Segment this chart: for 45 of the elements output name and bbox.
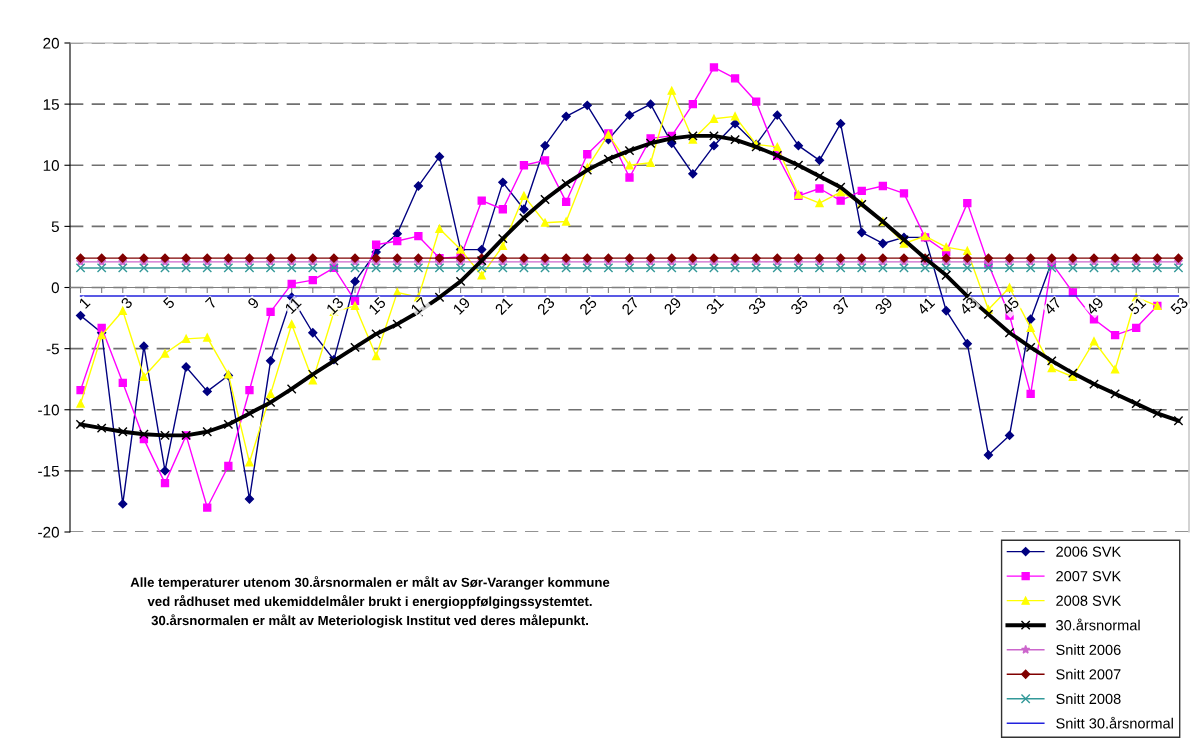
- x-tick-label: 13: [325, 296, 345, 315]
- x-tick-label: 37: [832, 296, 851, 316]
- y-tick-label: 5: [51, 221, 59, 233]
- legend-label: Snitt 30.årsnormal: [1056, 716, 1173, 729]
- x-tick-label: 29: [663, 296, 682, 316]
- text: Alle temperaturer utenom 30.årsnormalen er målt av Sør-Varanger kommune ved rådhuset med ukemiddelmåler brukt i energioppfølgingssystemtet. 30.årsnormalen er målt av Meteriologisk Institut ved deres målepunkt.: [130, 576, 610, 628]
- legend-label: 2007 SVK: [1056, 571, 1122, 582]
- legend-label: 30.årsnormal: [1056, 618, 1140, 631]
- x-tick-label: 35: [789, 296, 809, 316]
- x-tick-label: 51: [1127, 296, 1147, 316]
- x-tick-label: 1: [78, 296, 91, 309]
- x-tick-label: 33: [747, 296, 767, 316]
- y-tick-label: 20: [43, 37, 59, 49]
- x-tick-label: 19: [452, 296, 471, 315]
- x-tick-label: 9: [247, 296, 260, 310]
- x-tick-label: 43: [958, 296, 978, 316]
- x-tick-label: 49: [1085, 296, 1105, 316]
- x-tick-label: 21: [494, 296, 513, 316]
- x-tick-label: 11: [284, 296, 302, 315]
- x-tick-label: 53: [1169, 296, 1189, 316]
- x-tick-label: 7: [204, 296, 218, 310]
- y-tick-label: -15: [38, 465, 59, 477]
- y-tick-label: -10: [38, 404, 59, 416]
- x-tick-label: 15: [368, 296, 387, 315]
- y-tick-label: -20: [38, 526, 59, 538]
- legend-label: 2008 SVK: [1056, 595, 1122, 606]
- x-tick-label: 17: [410, 296, 429, 315]
- y-tick-label: 0: [51, 282, 59, 294]
- x-tick-label: 41: [916, 296, 936, 316]
- x-tick-label: 25: [578, 296, 598, 316]
- x-tick-label: 3: [120, 296, 134, 310]
- x-tick-label: 27: [621, 296, 640, 316]
- legend-label: 2006 SVK: [1056, 546, 1122, 557]
- x-tick-label: 45: [1000, 296, 1020, 316]
- legend-label: Snitt 2008: [1056, 693, 1121, 705]
- y-tick-label: 15: [43, 99, 59, 110]
- x-tick-label: 31: [705, 296, 725, 316]
- x-tick-label: 47: [1043, 296, 1062, 316]
- legend-label: Snitt 2006: [1056, 644, 1121, 655]
- x-tick-label: 23: [536, 296, 556, 316]
- x-tick-label: 5: [162, 296, 176, 310]
- legend-label: Snitt 2007: [1056, 668, 1121, 680]
- y-tick-label: -5: [46, 343, 59, 355]
- y-tick-label: 10: [43, 160, 59, 171]
- x-tick-label: 39: [874, 296, 894, 316]
